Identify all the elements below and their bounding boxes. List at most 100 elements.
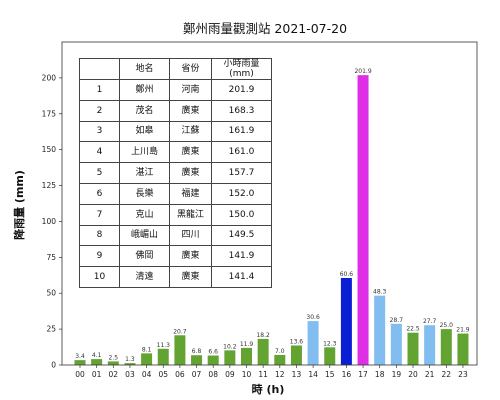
data-label-01: 4.1 xyxy=(92,352,102,359)
y-tick-label: 200 xyxy=(42,73,57,82)
data-label-21: 27.7 xyxy=(423,318,437,325)
bar-series xyxy=(74,75,469,366)
bar-17 xyxy=(357,75,369,366)
table-cell: 克山 xyxy=(119,203,170,226)
x-tick-label: 23 xyxy=(458,370,468,379)
table-cell: 清遠 xyxy=(119,266,170,288)
data-label-07: 6.8 xyxy=(192,348,202,355)
x-tick-label: 21 xyxy=(425,370,435,379)
table-row: 9 佛岡 廣東 141.9 xyxy=(79,245,272,268)
bar-20 xyxy=(407,332,419,365)
x-tick-label: 20 xyxy=(408,370,418,379)
y-tick-label: 0 xyxy=(51,361,56,370)
data-label-18: 48.3 xyxy=(373,289,387,296)
table-cell: 河南 xyxy=(169,79,212,101)
bar-10 xyxy=(241,347,252,365)
x-tick-label: 18 xyxy=(375,370,385,379)
data-label-05: 11.3 xyxy=(157,342,171,349)
data-label-10: 11.9 xyxy=(240,341,254,348)
data-label-09: 10.2 xyxy=(223,343,237,350)
x-axis-ticks: 00 01 02 03 04 05 06 07 08 09 10 11 12 13 14 15 16 17 18 19… xyxy=(75,365,468,379)
table-cell: 141.9 xyxy=(211,245,272,268)
table-cell: 5 xyxy=(79,162,120,184)
table-cell: 江蘇 xyxy=(169,120,212,143)
table-cell: 150.0 xyxy=(211,203,272,226)
x-tick-label: 05 xyxy=(158,370,168,379)
table-cell: 6 xyxy=(79,182,120,205)
bar-13 xyxy=(290,345,302,365)
bar-11 xyxy=(257,338,269,365)
table-cell: 201.9 xyxy=(211,79,272,101)
y-axis-ticks: 0 25 50 75 100 125 150 175 200 xyxy=(42,73,62,370)
bar-23 xyxy=(457,333,469,365)
table-header-cell: 地名 xyxy=(119,58,170,80)
table-cell: 161.9 xyxy=(211,120,272,143)
bar-14 xyxy=(307,321,319,365)
table-cell: 廣東 xyxy=(169,266,212,288)
table-cell: 157.7 xyxy=(211,162,272,184)
x-tick-label: 06 xyxy=(175,370,185,379)
table-header-row: 地名 省份 小時雨量 (mm) xyxy=(79,58,272,80)
bar-09 xyxy=(224,350,236,365)
x-tick-label: 08 xyxy=(208,370,218,379)
data-label-22: 25.0 xyxy=(440,322,454,329)
table-cell: 黑龍江 xyxy=(169,203,212,226)
data-label-12: 7.0 xyxy=(275,348,285,355)
data-labels: 3.4 4.1 2.5 1.3 8.1 11.320.7 6.8 6.6 10.2 11.918.… xyxy=(75,68,470,363)
x-tick-label: 09 xyxy=(225,370,235,379)
top-rainfall-table: 地名 省份 小時雨量 (mm) 1 鄭州 河南 201.9 2 茂名 廣東 168.3 3 如皋 江蘇 16… xyxy=(79,58,272,288)
table-cell: 長樂 xyxy=(119,182,170,205)
y-tick-label: 150 xyxy=(42,145,57,154)
table-cell: 4 xyxy=(79,141,120,164)
data-label-15: 12.3 xyxy=(323,340,337,347)
x-tick-label: 03 xyxy=(125,370,135,379)
table-row: 1 鄭州 河南 201.9 xyxy=(79,79,272,101)
bar-06 xyxy=(174,335,186,365)
bar-22 xyxy=(440,329,452,365)
bar-00 xyxy=(74,360,86,365)
bar-01 xyxy=(91,359,103,365)
table-cell: 8 xyxy=(79,224,120,247)
bar-19 xyxy=(390,323,402,365)
x-tick-label: 02 xyxy=(109,370,119,379)
table-cell: 149.5 xyxy=(211,224,272,247)
table-cell: 廣東 xyxy=(169,245,212,268)
x-tick-label: 13 xyxy=(292,370,302,379)
table-row: 5 湛江 廣東 157.7 xyxy=(79,162,272,184)
bar-16 xyxy=(340,278,352,365)
x-tick-label: 10 xyxy=(242,370,252,379)
y-tick-label: 125 xyxy=(42,181,57,190)
table-row: 3 如皋 江蘇 161.9 xyxy=(79,120,272,143)
table-row: 6 長樂 福建 152.0 xyxy=(79,182,272,205)
table-cell: 141.4 xyxy=(211,266,272,288)
x-tick-label: 22 xyxy=(442,370,452,379)
table-cell: 1 xyxy=(79,79,120,101)
data-label-00: 3.4 xyxy=(75,353,85,360)
table-cell: 7 xyxy=(79,203,120,226)
data-label-23: 21.9 xyxy=(456,327,470,334)
data-label-20: 22.5 xyxy=(406,326,420,333)
table-cell: 湛江 xyxy=(119,162,170,184)
x-tick-label: 11 xyxy=(258,370,268,379)
table-cell: 福建 xyxy=(169,182,212,205)
data-label-03: 1.3 xyxy=(125,356,135,363)
table-row: 7 克山 黑龍江 150.0 xyxy=(79,203,272,226)
bar-04 xyxy=(141,353,153,365)
data-label-16: 60.6 xyxy=(340,271,354,278)
y-tick-label: 50 xyxy=(46,289,56,298)
bar-18 xyxy=(374,295,386,365)
data-label-19: 28.7 xyxy=(390,317,404,324)
bar-21 xyxy=(424,325,436,365)
bar-15 xyxy=(324,347,336,365)
x-tick-label: 17 xyxy=(358,370,368,379)
x-tick-label: 01 xyxy=(92,370,102,379)
x-tick-label: 00 xyxy=(75,370,85,379)
table-cell: 廣東 xyxy=(169,141,212,164)
x-tick-label: 16 xyxy=(342,370,352,379)
table-cell: 10 xyxy=(79,266,120,288)
data-label-17: 201.9 xyxy=(354,68,371,75)
data-label-02: 2.5 xyxy=(109,354,119,361)
bar-08 xyxy=(207,355,219,365)
table-header-cell: 小時雨量 (mm) xyxy=(211,58,272,80)
